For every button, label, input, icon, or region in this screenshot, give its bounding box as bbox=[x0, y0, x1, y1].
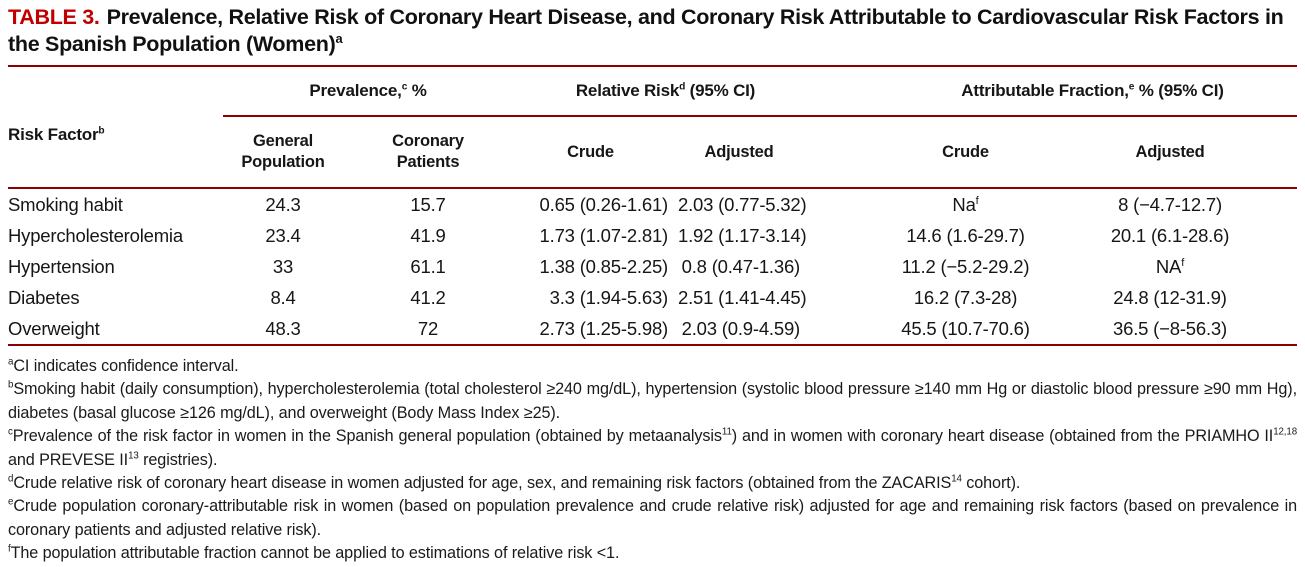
general-population-cell: 8.4 bbox=[270, 286, 296, 308]
rr-crude-cell: 1.38 (0.85-2.25) bbox=[539, 255, 669, 277]
table-title-text: Prevalence, Relative Risk of Coronary He… bbox=[8, 5, 1284, 56]
footnote-c: cPrevalence of the risk factor in women … bbox=[8, 426, 1298, 469]
af-crude-cell: Naf bbox=[952, 193, 979, 215]
risk-factor-cell: Hypercholesterolemia bbox=[8, 224, 183, 246]
column-header-af-crude: Crude bbox=[818, 116, 1043, 189]
af-crude-cell: 11.2 (−5.2-29.2) bbox=[901, 255, 1030, 277]
column-header-risk-factor: Risk Factorb bbox=[8, 67, 223, 189]
bottom-rule bbox=[8, 344, 1297, 346]
risk-factor-cell: Hypertension bbox=[8, 255, 115, 277]
footnote-a: aCI indicates confidence interval. bbox=[8, 356, 239, 375]
risk-factor-cell: Smoking habit bbox=[8, 193, 123, 215]
risk-factor-cell: Diabetes bbox=[8, 286, 80, 308]
af-adjusted-cell: 36.5 (−8-56.3) bbox=[1113, 317, 1227, 339]
rr-adjusted-cell: 2.03 (0.77-5.32) bbox=[678, 193, 807, 215]
af-adjusted-cell: NAf bbox=[1155, 255, 1185, 277]
coronary-patients-cell: 61.1 bbox=[410, 255, 446, 277]
risk-factor-cell: Overweight bbox=[8, 317, 100, 339]
top-rule bbox=[8, 65, 1297, 67]
footnote-b: bSmoking habit (daily consumption), hype… bbox=[8, 380, 1297, 422]
column-header-coronary-patients: Coronary Patients bbox=[343, 116, 513, 189]
sub-header-row: General Population Coronary Patients Cru… bbox=[8, 116, 1297, 189]
table-number-label: TABLE 3. bbox=[8, 5, 100, 29]
table-row: Hypercholesterolemia 23.4 41.9 1.73 (1.0… bbox=[8, 220, 1297, 251]
footnote-e: eCrude population coronary-attributable … bbox=[8, 497, 1297, 539]
coronary-patients-cell: 41.2 bbox=[410, 286, 446, 308]
footnotes-block: aCI indicates confidence interval. bSmok… bbox=[8, 355, 1297, 566]
table-row: Smoking habit 24.3 15.7 0.65 (0.26-1.61)… bbox=[8, 188, 1297, 220]
rr-adjusted-cell: 1.92 (1.17-3.14) bbox=[678, 224, 807, 246]
general-population-cell: 33 bbox=[272, 255, 294, 277]
rr-crude-cell: 3.3 (1.94-5.63) bbox=[549, 286, 669, 308]
group-header-prevalence: Prevalence,c % bbox=[223, 67, 513, 117]
column-header-general-population: General Population bbox=[223, 116, 343, 189]
table-row: Overweight 48.3 72 2.73 (1.25-5.98) 2.03… bbox=[8, 313, 1297, 344]
column-header-af-adjusted: Adjusted bbox=[1043, 116, 1297, 189]
column-header-rr-adjusted: Adjusted bbox=[678, 116, 818, 189]
af-adjusted-cell: 24.8 (12-31.9) bbox=[1113, 286, 1227, 308]
coronary-patients-cell: 41.9 bbox=[410, 224, 446, 246]
group-header-row: Risk Factorb Prevalence,c % Relative Ris… bbox=[8, 67, 1297, 189]
table-row: Hypertension 33 61.1 1.38 (0.85-2.25) 0.… bbox=[8, 251, 1297, 282]
rr-adjusted-cell: 2.51 (1.41-4.45) bbox=[678, 286, 807, 308]
rr-adjusted-cell: 2.03 (0.9-4.59) bbox=[681, 317, 801, 339]
general-population-cell: 48.3 bbox=[265, 317, 301, 339]
footnote-d: dCrude relative risk of coronary heart d… bbox=[8, 473, 1021, 493]
table-header: Risk Factorb Prevalence,c % Relative Ris… bbox=[8, 67, 1297, 189]
group-header-attributable-fraction: Attributable Fraction,e % (95% CI) bbox=[818, 67, 1297, 117]
group-header-relative-risk: Relative Riskd (95% CI) bbox=[513, 67, 818, 117]
af-crude-cell: 16.2 (7.3-28) bbox=[913, 286, 1018, 308]
column-header-rr-crude: Crude bbox=[513, 116, 678, 189]
rr-adjusted-cell: 0.8 (0.47-1.36) bbox=[681, 255, 801, 277]
general-population-cell: 23.4 bbox=[265, 224, 301, 246]
af-crude-cell: 14.6 (1.6-29.7) bbox=[906, 224, 1025, 246]
af-adjusted-cell: 20.1 (6.1-28.6) bbox=[1110, 224, 1230, 246]
coronary-patients-cell: 72 bbox=[417, 317, 439, 339]
rr-crude-cell: 0.65 (0.26-1.61) bbox=[539, 193, 669, 215]
coronary-patients-cell: 15.7 bbox=[410, 193, 446, 215]
risk-factor-table: Risk Factorb Prevalence,c % Relative Ris… bbox=[8, 67, 1297, 344]
af-adjusted-cell: 8 (−4.7-12.7) bbox=[1118, 193, 1222, 215]
general-population-cell: 24.3 bbox=[265, 193, 301, 215]
table-body: Smoking habit 24.3 15.7 0.65 (0.26-1.61)… bbox=[8, 188, 1297, 344]
rr-crude-cell: 2.73 (1.25-5.98) bbox=[539, 317, 669, 339]
af-crude-cell: 45.5 (10.7-70.6) bbox=[901, 317, 1030, 339]
table-title: TABLE 3. Prevalence, Relative Risk of Cor… bbox=[8, 0, 1297, 58]
table-row: Diabetes 8.4 41.2 3.3 (1.94-5.63) 2.51 (… bbox=[8, 282, 1297, 313]
footnote-f: fThe population attributable fraction ca… bbox=[8, 543, 620, 563]
rr-crude-cell: 1.73 (1.07-2.81) bbox=[539, 224, 669, 246]
